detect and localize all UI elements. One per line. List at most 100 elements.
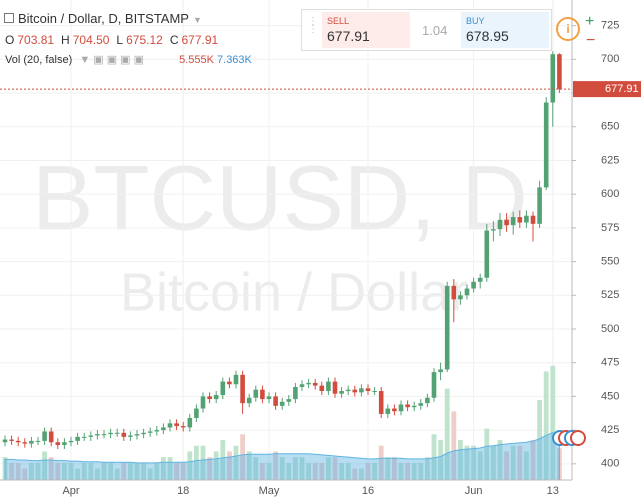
volume-bar [48,457,54,480]
volume-bar [29,462,34,480]
volume-bar [524,451,529,480]
volume-bar [266,462,272,480]
buy-label: BUY [466,16,485,26]
candle-body [9,439,14,441]
candle-body [352,389,358,393]
x-tick-label: Jun [465,485,483,497]
candle-body [378,391,384,414]
candle-body [524,215,529,223]
volume-bar [154,462,160,480]
candle-body [161,427,166,431]
candle-body [332,381,338,394]
volume-bar [550,365,556,480]
info-button[interactable]: i [556,17,580,41]
ohlc-legend: O 703.81 H 704.50 L 675.12 C 677.91 [5,33,225,47]
volume-bar [81,462,87,480]
volume-legend: Vol (20, false) ▼ ▣ ▣ ▣ ▣ 5.555K 7.363K [5,54,252,66]
candle-body [543,102,549,188]
candle-body [517,217,523,223]
watermark-symbol: BTCUSD, D [32,147,528,249]
volume-bar [227,451,232,480]
volume-bar [200,445,206,480]
candle-body [29,440,34,444]
dropdown[interactable]: ▼ [192,15,202,25]
volume-bar [299,457,305,480]
volume-bar [378,445,384,480]
y-tick-label: 425 [601,424,619,436]
volume-bar [438,440,443,480]
volume-bar [411,462,417,480]
volume-bar [458,440,463,480]
y-tick-label: 625 [601,154,619,166]
candle-body [293,386,298,400]
volume-bar [279,457,285,480]
candle-body [425,397,430,404]
candle-body [15,440,21,443]
volume-bar [286,462,292,480]
volume-bar [180,462,186,480]
volume-bar [471,445,476,480]
volume-bar [537,400,542,480]
volume-bar [319,462,325,480]
candle-body [392,408,397,412]
volume-bar [405,462,410,480]
candle-body [42,431,47,441]
candle-body [220,381,226,396]
volume-bar [75,468,80,480]
candle-body [121,432,127,437]
x-tick-label: May [259,485,280,497]
volume-bar [108,462,113,480]
volume-bar [359,468,364,480]
candle-body [458,295,463,300]
candle-body [2,439,8,443]
candle-body [194,408,199,418]
candle-body [326,381,331,392]
candle-body [372,391,377,393]
y-tick-label: 650 [601,121,619,133]
candle-body [240,374,245,404]
last-price-box [573,81,641,98]
volume-bar [253,457,259,480]
y-tick-label: 500 [601,323,619,335]
candle-body [444,285,450,370]
volume-ma-value: 7.363K [217,54,252,66]
sell-price: 677.91 [327,28,370,44]
volume-bar [444,388,450,480]
y-tick-label: 450 [601,390,619,402]
volume-bar [114,468,120,480]
candle-body [550,54,556,103]
sell-button[interactable]: SELL 677.91 [322,12,410,48]
volume-bar [398,462,404,480]
y-tick-label: 575 [601,222,619,234]
zoom-out[interactable]: − [586,32,596,49]
volume-bar [306,462,311,480]
volume-bar [352,468,358,480]
candle-body [180,426,186,428]
x-tick-label: Apr [62,485,79,497]
y-tick-label: 400 [601,458,619,470]
candle-body [504,219,509,226]
buy-price: 678.95 [466,28,509,44]
y-tick-label: 600 [601,188,619,200]
ohlc-key: O [5,33,15,47]
volume-ma-area [4,431,560,480]
volume-bar [147,468,153,480]
candle-body [35,440,41,442]
symbol-legend: Bitcoin / Dollar, D, BITSTAMP ▼ [4,11,202,26]
volume-bar [134,462,140,480]
candle-body [101,434,107,436]
candle-body [299,384,305,387]
volume-bar [194,445,199,480]
candle-body [411,405,417,408]
collapse-icon[interactable] [4,13,14,23]
candle-body [128,435,133,437]
volume-bar [392,457,397,480]
volume-bar [9,462,14,480]
volume-bar [451,411,457,480]
zoom-in[interactable]: + [585,13,595,30]
candle-body [464,288,470,296]
buy-button[interactable]: BUY 678.95 [461,12,549,48]
volume-bar [418,462,424,480]
